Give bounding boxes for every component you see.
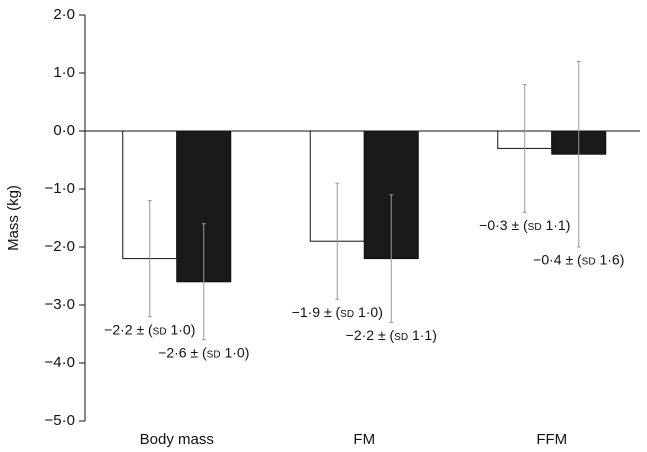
error-bar [335, 182, 340, 300]
value-label: −2·2 ± (sd 1·0) [104, 321, 195, 337]
error-bar [201, 223, 206, 341]
x-tick-label: FFM [536, 431, 567, 448]
x-tick-label: Body mass [140, 431, 214, 448]
value-label: −2·2 ± (sd 1·1) [346, 327, 437, 343]
value-label: −2·6 ± (sd 1·0) [158, 345, 249, 361]
y-tick-label: −3·0 [45, 296, 75, 313]
y-tick-label: −5·0 [45, 412, 75, 429]
y-tick-label: 2·0 [53, 6, 75, 23]
y-tick-label: −1·0 [45, 180, 75, 197]
value-label: −0·3 ± (sd 1·1) [479, 217, 570, 233]
error-bar [147, 200, 152, 318]
y-tick-label: −2·0 [45, 238, 75, 255]
value-label: −0·4 ± (sd 1·6) [533, 252, 624, 268]
error-bar [522, 84, 527, 213]
y-tick-label: 0·0 [53, 122, 75, 139]
y-axis-label: Mass (kg) [5, 185, 22, 251]
value-label: −1·9 ± (sd 1·0) [292, 304, 383, 320]
error-bar [576, 60, 581, 248]
x-tick-label: FM [353, 431, 375, 448]
y-tick-label: −4·0 [45, 354, 75, 371]
error-bar [389, 194, 394, 323]
y-tick-label: 1·0 [53, 64, 75, 81]
